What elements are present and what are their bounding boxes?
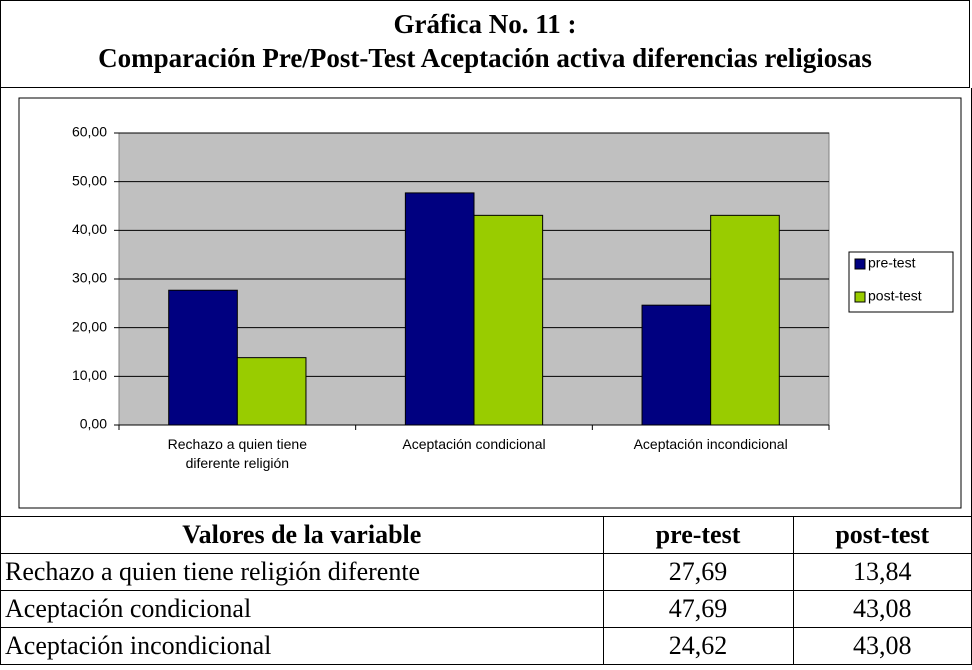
bar [168, 289, 238, 426]
table-cell: 43,08 [792, 627, 972, 665]
y-tick-label: 0,00 [80, 416, 107, 432]
header-cell: pre-test [602, 516, 794, 554]
table-row: Aceptación condicional 47,69 43,08 [0, 590, 972, 628]
y-tick-label: 20,00 [72, 318, 107, 334]
data-table: Valores de la variable pre-test post-test R… [0, 516, 972, 665]
table-cell: 13,84 [792, 553, 972, 591]
table-cell: Rechazo a quien tiene religión diferente [0, 553, 604, 591]
title-line: Comparación Pre/Post-Test Aceptación act… [98, 43, 872, 73]
table-cell: 24,62 [602, 627, 794, 665]
header-cell: post-test [792, 516, 972, 554]
table-row: Aceptación incondicional 24,62 43,08 [0, 627, 972, 665]
table-cell: Aceptación condicional [0, 590, 604, 628]
legend-swatch [854, 291, 866, 303]
bar [404, 192, 475, 426]
y-tick-label: 30,00 [72, 270, 107, 286]
x-tick-label: Rechazo a quien tiene diferente religión [167, 436, 307, 471]
legend-label: post-test [868, 288, 922, 304]
bar [473, 214, 544, 426]
x-tick-label: Aceptación condicional [402, 436, 546, 452]
header-cell: Valores de la variable [0, 516, 604, 554]
bar [236, 357, 307, 426]
bar [641, 304, 712, 426]
title-box: Gráfica No. 11 : Comparación Pre/Post-Te… [0, 0, 970, 88]
y-tick-label: 60,00 [72, 124, 107, 140]
table-cell: 43,08 [792, 590, 972, 628]
legend-label: pre-test [868, 255, 916, 271]
x-tick-label: Aceptación incondicional [633, 436, 788, 452]
chart: 0,00 10,00 20,00 30,00 40,00 50,00 60,00 pre-te… [18, 97, 962, 509]
y-tick-label: 40,00 [72, 221, 107, 237]
table-header-row: Valores de la variable pre-test post-test [0, 516, 972, 554]
title-line: Gráfica No. 11 : [393, 9, 577, 39]
table-row: Rechazo a quien tiene religión diferente… [0, 553, 972, 591]
legend-swatch [854, 258, 866, 270]
table-cell: 27,69 [602, 553, 794, 591]
legend-box [848, 251, 954, 313]
y-tick-label: 10,00 [72, 367, 107, 383]
y-tick-label: 50,00 [72, 172, 107, 188]
chart-area: 0,00 10,00 20,00 30,00 40,00 50,00 60,00 pre-te… [0, 88, 972, 516]
table-cell: Aceptación incondicional [0, 627, 604, 665]
bar [710, 214, 780, 426]
table-cell: 47,69 [602, 590, 794, 628]
